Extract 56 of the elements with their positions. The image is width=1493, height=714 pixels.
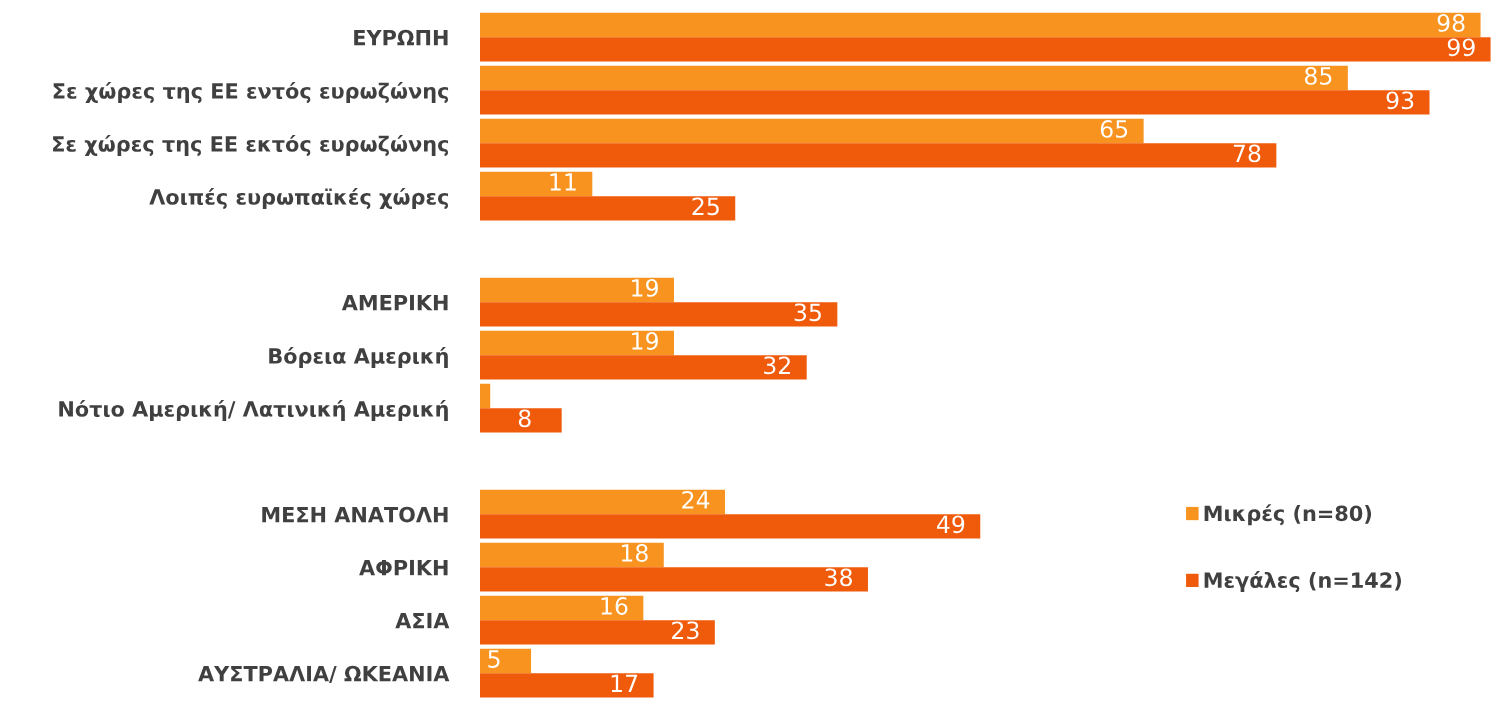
bar bbox=[480, 302, 838, 327]
bar bbox=[480, 355, 807, 380]
y-tick-label: ΜΕΣΗ ΑΝΑΤΟΛΗ bbox=[262, 506, 448, 523]
bar bbox=[480, 673, 654, 698]
data-label: 25 bbox=[692, 197, 719, 216]
data-label: 18 bbox=[621, 544, 648, 562]
data-label: 78 bbox=[1233, 144, 1261, 163]
bar bbox=[480, 567, 868, 592]
data-label: 99 bbox=[1447, 38, 1475, 57]
bar bbox=[480, 277, 674, 303]
data-label: 32 bbox=[764, 356, 790, 375]
bar bbox=[480, 37, 1491, 62]
y-tick-label: ΕΥΡΩΠΗ bbox=[354, 29, 448, 46]
data-label: 93 bbox=[1386, 91, 1414, 110]
data-label: 16 bbox=[601, 597, 628, 615]
bar bbox=[480, 514, 981, 539]
data-label: 11 bbox=[550, 173, 576, 191]
bar bbox=[480, 143, 1277, 168]
bar bbox=[480, 12, 1481, 38]
y-tick-label: ΑΣΙΑ bbox=[395, 612, 450, 629]
legend-label: Μεγάλες (n=142) bbox=[1204, 571, 1401, 593]
data-label: 8 bbox=[518, 409, 531, 428]
bar bbox=[480, 90, 1430, 115]
bar bbox=[480, 620, 715, 645]
data-label: 35 bbox=[794, 303, 821, 322]
data-label: 98 bbox=[1437, 14, 1465, 32]
legend-label: Μικρές (n=80) bbox=[1204, 504, 1372, 526]
y-tick-label: Σε χώρες της ΕΕ εντός ευρωζώνης bbox=[53, 81, 449, 103]
data-label: 19 bbox=[632, 332, 658, 350]
bar bbox=[480, 595, 644, 621]
data-label: 5 bbox=[488, 650, 500, 668]
bar bbox=[480, 118, 1144, 144]
bar bbox=[480, 489, 726, 515]
bar bbox=[480, 408, 562, 433]
data-label: 65 bbox=[1100, 120, 1128, 138]
y-tick-label: ΑΦΡΙΚΗ bbox=[359, 559, 448, 576]
data-label: 17 bbox=[611, 674, 638, 692]
y-tick-label: ΑΥΣΤΡΑΛΙΑ/ ΩΚΕΑΝΙΑ bbox=[198, 665, 450, 684]
y-tick-label: Λοιπές ευρωπαϊκές χώρες bbox=[149, 187, 449, 209]
data-label: 49 bbox=[936, 515, 965, 534]
data-label: 23 bbox=[672, 621, 699, 640]
data-label: 85 bbox=[1304, 67, 1332, 85]
bar bbox=[480, 383, 491, 409]
bar bbox=[480, 171, 593, 197]
bar bbox=[480, 330, 674, 356]
data-label: 24 bbox=[682, 491, 710, 509]
bar bbox=[480, 542, 664, 568]
bar bbox=[480, 196, 736, 221]
bar bbox=[480, 648, 532, 674]
y-tick-label: Νότιο Αμερική/ Λατινική Αμερική bbox=[59, 399, 448, 421]
y-tick-label: Βόρεια Αμερική bbox=[269, 346, 448, 368]
data-label: 38 bbox=[825, 568, 852, 587]
y-tick-label: Σε χώρες της ΕΕ εκτός ευρωζώνης bbox=[53, 134, 449, 156]
data-label: 19 bbox=[632, 279, 658, 297]
bar bbox=[480, 65, 1348, 91]
y-tick-label: ΑΜΕΡΙΚΗ bbox=[341, 294, 448, 311]
